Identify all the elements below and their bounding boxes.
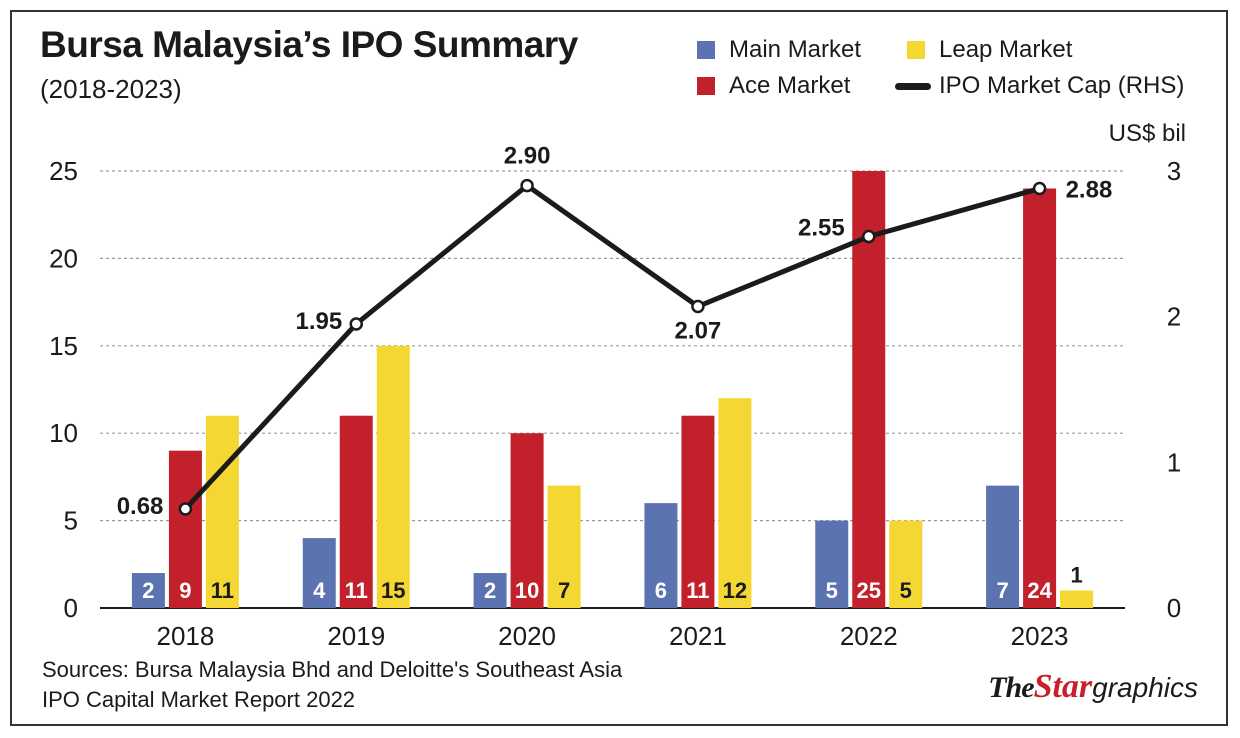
bar-value-label: 12 xyxy=(723,578,747,603)
line-value-label: 2.88 xyxy=(1066,176,1113,203)
line-point-marker xyxy=(862,229,876,244)
brand-graphics: graphics xyxy=(1092,672,1198,703)
y-tick-label: 25 xyxy=(49,156,78,186)
bar-main-2023 xyxy=(986,485,1020,608)
line-value-label: 0.68 xyxy=(117,493,164,520)
chart-title: Bursa Malaysia’s IPO Summary xyxy=(40,24,578,65)
x-tick-label: 2023 xyxy=(1011,621,1069,651)
bar-ace-2018 xyxy=(168,450,202,608)
brand-star: Star xyxy=(1033,668,1093,705)
source-note: Sources: Bursa Malaysia Bhd and Deloitte… xyxy=(42,655,622,715)
legend-line-swatch xyxy=(895,82,931,90)
source-line-2: IPO Capital Market Report 2022 xyxy=(42,687,356,712)
y2-tick-label: 3 xyxy=(1167,156,1181,186)
legend-leap-swatch xyxy=(907,41,925,59)
bar-leap-2021 xyxy=(718,398,752,608)
bar-value-label: 2 xyxy=(142,578,154,603)
bar-value-label: 6 xyxy=(655,578,667,603)
chart-subtitle: (2018-2023) xyxy=(40,74,182,104)
bar-value-label: 7 xyxy=(558,578,570,603)
bar-value-label: 9 xyxy=(179,578,191,603)
brand-logo: TheStargraphics xyxy=(988,668,1198,706)
bar-main-2022 xyxy=(815,520,849,608)
line-value-label: 2.90 xyxy=(504,143,551,170)
bar-main-2018 xyxy=(131,573,165,608)
y2-tick-label: 0 xyxy=(1167,593,1181,623)
bar-main-2019 xyxy=(302,538,336,608)
bar-main-2021 xyxy=(644,503,678,608)
legend-cap-label: IPO Market Cap (RHS) xyxy=(939,72,1185,99)
source-line-1: Sources: Bursa Malaysia Bhd and Deloitte… xyxy=(42,657,623,682)
bar-ace-2023 xyxy=(1023,188,1057,609)
bar-leap-2022 xyxy=(889,520,923,608)
bar-value-label: 10 xyxy=(515,578,539,603)
x-tick-label: 2020 xyxy=(498,621,556,651)
legend-leap-market: Leap Market xyxy=(907,36,1072,64)
line-point-marker xyxy=(691,299,705,314)
bar-value-label: 5 xyxy=(826,578,838,603)
line-value-label: 2.07 xyxy=(675,317,722,344)
bar-leap-2020 xyxy=(547,485,581,608)
bar-ace-2020 xyxy=(510,433,544,608)
bar-ace-2019 xyxy=(339,415,373,608)
bar-leap-2019 xyxy=(376,345,410,608)
legend-main-swatch xyxy=(697,41,715,59)
y-tick-label: 15 xyxy=(49,331,78,361)
legend-leap-label: Leap Market xyxy=(939,36,1073,63)
bar-value-label: 5 xyxy=(900,578,912,603)
bar-ace-2022 xyxy=(852,171,886,608)
bar-value-label: 11 xyxy=(211,578,234,603)
bar-value-label: 2 xyxy=(484,578,496,603)
line-value-label: 2.55 xyxy=(798,215,845,242)
line-point-marker xyxy=(178,502,193,516)
y-tick-label: 10 xyxy=(49,418,78,448)
line-point-marker xyxy=(520,178,534,193)
y-tick-label: 0 xyxy=(64,593,78,623)
y-tick-label: 20 xyxy=(49,243,78,273)
brand-the: The xyxy=(988,671,1034,704)
bar-main-2020 xyxy=(473,573,507,608)
line-point-marker xyxy=(1032,181,1047,196)
x-tick-label: 2018 xyxy=(156,621,214,651)
y-tick-label: 5 xyxy=(64,506,78,536)
legend-ace-market: Ace Market xyxy=(697,72,850,100)
y2-tick-label: 2 xyxy=(1167,302,1181,332)
legend-ipo-cap: IPO Market Cap (RHS) xyxy=(895,72,1184,100)
x-tick-label: 2019 xyxy=(327,621,385,651)
x-tick-label: 2021 xyxy=(669,621,727,651)
bar-value-label: 15 xyxy=(381,578,405,603)
right-axis-unit: US$ bil xyxy=(1109,120,1186,147)
legend-main-label: Main Market xyxy=(729,36,862,63)
bar-value-label: 11 xyxy=(686,578,709,603)
legend-ace-label: Ace Market xyxy=(729,72,851,99)
bar-leap-2018 xyxy=(205,415,239,608)
y2-tick-label: 1 xyxy=(1167,447,1181,477)
line-point-marker xyxy=(349,317,363,331)
bar-leap-2023 xyxy=(1060,590,1094,608)
bar-value-label: 25 xyxy=(857,578,881,603)
bar-value-label: 4 xyxy=(313,578,326,603)
line-value-label: 1.95 xyxy=(296,308,343,335)
bar-value-label: 1 xyxy=(1070,563,1082,588)
bar-value-label: 7 xyxy=(996,578,1008,603)
legend-main-market: Main Market xyxy=(697,36,861,64)
x-tick-label: 2022 xyxy=(840,621,898,651)
bar-value-label: 24 xyxy=(1027,578,1052,603)
bar-value-label: 11 xyxy=(345,578,368,603)
legend-ace-swatch xyxy=(697,77,715,95)
bar-ace-2021 xyxy=(681,415,715,608)
ipo-market-cap-line xyxy=(183,183,1041,511)
